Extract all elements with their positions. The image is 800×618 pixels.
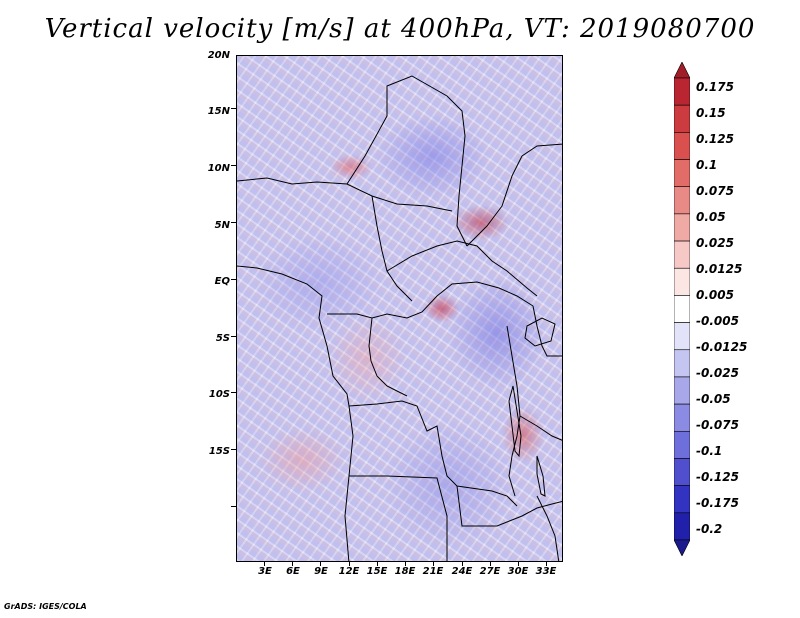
lon-label-15e: 15E	[366, 566, 388, 577]
colorbar-label: 0.005	[696, 288, 734, 302]
lon-tick	[546, 562, 547, 566]
lon-label-21e: 21E	[422, 566, 444, 577]
colorbar-segment	[674, 430, 690, 459]
colorbar-segment	[674, 104, 690, 133]
lon-tick	[264, 562, 265, 566]
colorbar-segment	[674, 77, 690, 106]
lat-label-15n: 15N	[207, 106, 230, 117]
lake-tanganyika	[508, 385, 522, 458]
border-congo-river	[368, 317, 408, 397]
lat-tick	[231, 392, 236, 393]
lat-tick	[231, 279, 236, 280]
colorbar-label: -0.075	[696, 418, 739, 432]
colorbar-label: 0.175	[696, 80, 734, 94]
colorbar-label: -0.0125	[696, 340, 748, 354]
lon-tick	[349, 562, 350, 566]
border-sahel-north	[237, 177, 453, 212]
colorbar-label: 0.075	[696, 184, 734, 198]
lat-label-10s: 10S	[208, 389, 230, 400]
lat-tick	[231, 506, 236, 507]
border-nigeria-chad	[371, 195, 413, 302]
lon-tick	[292, 562, 293, 566]
colorbar-segment	[674, 458, 690, 486]
lake-malawi	[536, 455, 546, 497]
colorbar-label: -0.05	[696, 392, 731, 406]
grads-credit: GrADS: IGES/COLA	[4, 602, 87, 611]
lon-tick	[490, 562, 491, 566]
colorbar	[674, 62, 690, 556]
border-car	[386, 240, 538, 297]
border-sudan	[466, 143, 562, 247]
lat-tick	[231, 449, 236, 450]
colorbar-label: -0.125	[696, 470, 739, 484]
lat-label-5s: 5S	[215, 333, 230, 344]
lat-label-15s: 15S	[208, 446, 230, 457]
border-coast-east	[536, 495, 560, 561]
border-zambia	[456, 485, 562, 527]
colorbar-segment	[674, 159, 690, 188]
colorbar-label: -0.005	[696, 314, 739, 328]
lon-label-3e: 3E	[258, 566, 272, 577]
colorbar-segment	[674, 485, 690, 514]
lon-label-6e: 6E	[286, 566, 300, 577]
colorbar-segment	[674, 403, 690, 432]
lon-label-27e: 27E	[479, 566, 501, 577]
lat-label-eq: EQ	[214, 276, 230, 287]
colorbar-segment	[674, 267, 690, 296]
lon-tick	[433, 562, 434, 566]
border-tanzania	[519, 415, 562, 441]
border-east	[532, 305, 562, 357]
border-drc-south	[348, 400, 518, 507]
map-title: Vertical velocity [m/s] at 400hPa, VT: 2…	[44, 14, 756, 44]
border-central	[346, 75, 468, 247]
colorbar-segment	[674, 132, 690, 160]
colorbar-label: -0.1	[696, 444, 723, 458]
colorbar-segment	[674, 349, 690, 378]
map-plot-area	[236, 55, 563, 562]
lat-tick	[231, 222, 236, 223]
lat-label-10n: 10N	[207, 163, 230, 174]
lat-label-5n: 5N	[214, 220, 230, 231]
colorbar-label: 0.1	[696, 158, 718, 172]
lat-tick	[231, 165, 236, 166]
colorbar-segment	[674, 512, 690, 541]
colorbar-segment	[674, 186, 690, 215]
colorbar-label: -0.175	[696, 496, 739, 510]
lake-victoria	[524, 317, 556, 347]
border-angola	[349, 475, 448, 561]
lon-label-33e: 33E	[535, 566, 557, 577]
colorbar-segment	[674, 322, 690, 351]
colorbar-segment	[674, 376, 690, 405]
country-borders	[237, 75, 562, 561]
lat-tick	[231, 336, 236, 337]
lat-tick	[231, 108, 236, 109]
coastline-west	[237, 265, 354, 561]
lon-label-9e: 9E	[314, 566, 328, 577]
lon-tick	[320, 562, 321, 566]
lat-label-20n: 20N	[207, 50, 230, 61]
lon-label-18e: 18E	[394, 566, 416, 577]
border-lakes	[506, 325, 521, 497]
colorbar-segment	[674, 213, 690, 242]
colorbar-label: 0.0125	[696, 262, 743, 276]
colorbar-label: 0.15	[696, 106, 726, 120]
colorbar-bottom-arrow	[674, 539, 690, 556]
lon-tick	[518, 562, 519, 566]
colorbar-top-arrow	[674, 62, 690, 79]
colorbar-segment	[674, 240, 690, 269]
colorbar-label: 0.05	[696, 210, 726, 224]
colorbar-segment	[674, 295, 690, 323]
lon-label-30e: 30E	[507, 566, 529, 577]
lon-tick	[377, 562, 378, 566]
colorbar-label: -0.2	[696, 522, 723, 536]
lon-tick	[462, 562, 463, 566]
colorbar-label: -0.025	[696, 366, 739, 380]
lon-tick	[405, 562, 406, 566]
border-congo-north	[327, 281, 534, 319]
lon-label-24e: 24E	[451, 566, 473, 577]
colorbar-label: 0.025	[696, 236, 734, 250]
lon-label-12e: 12E	[338, 566, 360, 577]
colorbar-label: 0.125	[696, 132, 734, 146]
